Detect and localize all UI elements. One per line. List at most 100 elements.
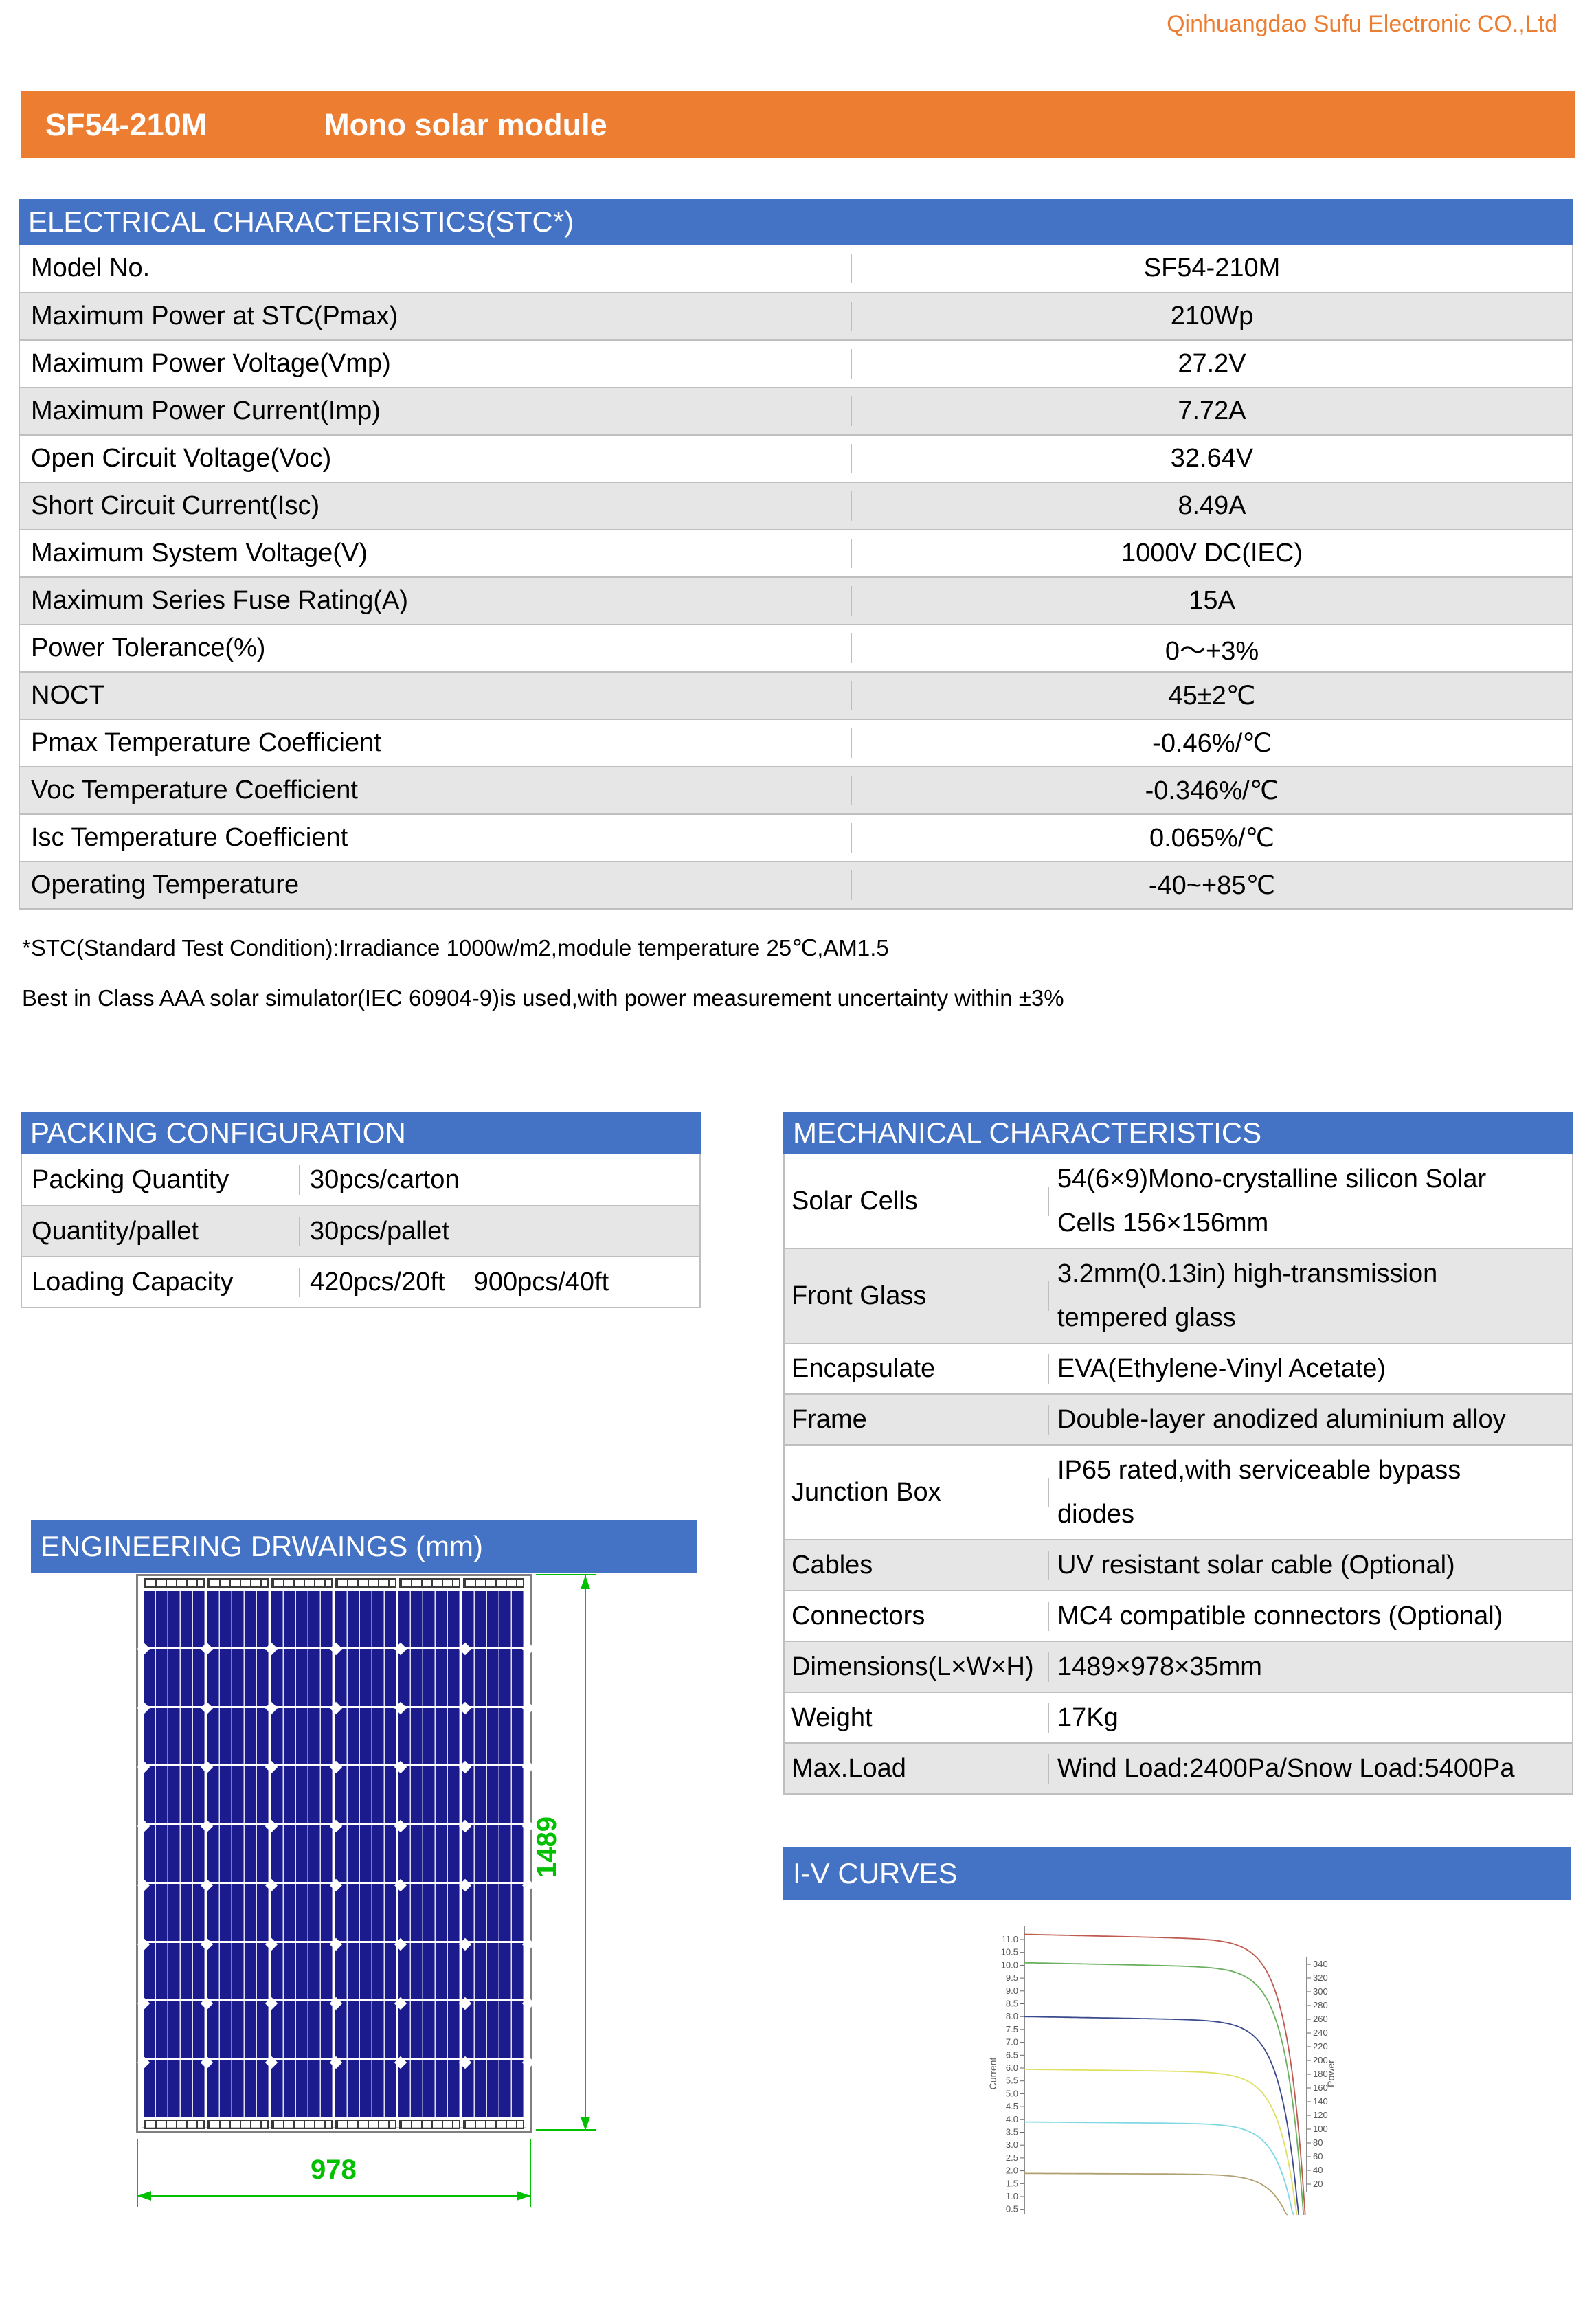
solar-cell — [398, 2060, 461, 2117]
row-label: Maximum System Voltage(V) — [20, 539, 852, 568]
power-tick-label: 140 — [1313, 2096, 1328, 2107]
solar-cell — [398, 1766, 461, 1823]
solar-cell — [144, 1649, 205, 1706]
dim-ext-left — [137, 2139, 138, 2207]
table-row: Loading Capacity 420pcs/20ft 900pcs/40ft — [22, 1256, 699, 1307]
solar-cell — [335, 1825, 397, 1883]
row-label: Operating Temperature — [20, 870, 852, 900]
dim-ext-bottom — [536, 2129, 596, 2131]
table-row: Dimensions(L×W×H) 1489×978×35mm — [785, 1641, 1572, 1692]
power-tick-label: 300 — [1313, 1986, 1328, 1997]
table-row: Quantity/pallet 30pcs/pallet — [22, 1205, 699, 1256]
table-row: Weight 17Kg — [785, 1692, 1572, 1742]
row-value: 1489×978×35mm — [1057, 1652, 1262, 1681]
row-label: Cables — [785, 1550, 1049, 1580]
iv-curve-curve-1 — [1024, 1933, 1306, 2216]
row-label: Maximum Power at STC(Pmax) — [20, 302, 852, 331]
table-row: Cables UV resistant solar cable (Optional… — [785, 1539, 1572, 1590]
stc-footnote: *STC(Standard Test Condition):Irradiance… — [22, 935, 889, 960]
row-label: Solar Cells — [785, 1186, 1049, 1216]
power-tick-label: 160 — [1313, 2082, 1328, 2093]
row-value: 54(6×9)Mono-crystalline silicon Solar Ce… — [1057, 1165, 1487, 1237]
row-label: NOCT — [20, 681, 852, 710]
busbar-ribbon — [144, 1578, 205, 1588]
row-label: Power Tolerance(%) — [20, 633, 852, 663]
row-value: 30pcs/pallet — [310, 1216, 449, 1246]
busbar-ribbon — [207, 1578, 269, 1588]
solar-cell — [271, 1766, 333, 1823]
solar-cell — [144, 1825, 205, 1883]
solar-cell — [207, 2001, 269, 2058]
row-label: Quantity/pallet — [22, 1216, 300, 1246]
row-value: 0～+3% — [1165, 637, 1259, 666]
solar-cell — [144, 1591, 205, 1648]
current-tick-label: 4.0 — [1006, 2114, 1018, 2124]
dim-ext-top — [536, 1574, 596, 1575]
row-label: Maximum Power Current(Imp) — [20, 396, 852, 426]
row-value: 32.64V — [1170, 444, 1254, 473]
current-tick-label: 10.5 — [1001, 1947, 1018, 1957]
power-tick-label: 180 — [1313, 2069, 1328, 2079]
row-label: Short Circuit Current(Isc) — [20, 491, 852, 521]
busbar-ribbon — [335, 1578, 396, 1588]
arrow-right-icon — [517, 2191, 530, 2201]
solar-cell — [462, 1825, 524, 1883]
iv-curve-curve-3 — [1024, 2016, 1300, 2216]
row-value: 17Kg — [1057, 1703, 1119, 1732]
table-row: Frame Double-layer anodized aluminium all… — [785, 1393, 1572, 1444]
row-value: MC4 compatible connectors (Optional) — [1057, 1602, 1503, 1630]
solar-cell — [207, 1766, 269, 1823]
current-tick-label: 8.5 — [1006, 1999, 1018, 2009]
power-tick-label: 340 — [1313, 1959, 1328, 1969]
table-row: Pmax Temperature Coefficient -0.46%/℃ — [20, 719, 1572, 766]
solar-cell — [398, 2001, 461, 2058]
current-tick-label: 9.5 — [1006, 1973, 1018, 1983]
solar-cell — [335, 1707, 397, 1765]
row-value: UV resistant solar cable (Optional) — [1057, 1551, 1455, 1580]
current-tick-label: 2.0 — [1006, 2166, 1018, 2176]
solar-cell — [335, 1591, 397, 1648]
busbar-ribbon — [335, 2120, 396, 2129]
busbar-ribbon — [399, 2120, 460, 2129]
iv-curve-curve-6 — [1024, 2172, 1288, 2216]
row-value: 3.2mm(0.13in) high-transmission tempered… — [1057, 1259, 1438, 1332]
busbar-ribbon — [399, 1578, 460, 1588]
width-dimension-label: 978 — [311, 2155, 357, 2185]
current-axis-label: Current — [987, 2058, 998, 2090]
solar-cell — [398, 1707, 461, 1765]
table-row: Open Circuit Voltage(Voc) 32.64V — [20, 434, 1572, 482]
solar-cell — [398, 1591, 461, 1648]
table-row: Maximum Power at STC(Pmax) 210Wp — [20, 292, 1572, 339]
simulator-footnote: Best in Class AAA solar simulator(IEC 60… — [22, 985, 1064, 1011]
current-tick-label: 6.0 — [1006, 2063, 1018, 2073]
iv-curve-chart: 11.0 10.5 10.0 9.5 9.0 8.5 8.0 7.5 7.0 6.5 6.0 5.5 5… — [987, 1926, 1336, 2216]
solar-cell — [335, 2060, 397, 2117]
solar-cell — [335, 1884, 397, 1941]
table-row: Junction Box IP65 rated,with serviceable … — [785, 1444, 1572, 1539]
company-name: Qinhuangdao Sufu Electronic CO.,Ltd — [1167, 11, 1558, 37]
iv-curve-curve-5 — [1024, 2121, 1295, 2216]
packing-table: Packing Quantity 30pcs/carton Quantity/pal… — [21, 1154, 701, 1308]
solar-cell — [271, 1942, 333, 2000]
busbar-ribbon — [463, 1578, 524, 1588]
power-tick-label: 80 — [1313, 2137, 1323, 2148]
electrical-section-header: ELECTRICAL CHARACTERISTICS(STC*) — [19, 199, 1573, 245]
power-tick-label: 280 — [1313, 2000, 1328, 2010]
row-label: Connectors — [785, 1601, 1049, 1631]
row-label: Frame — [785, 1404, 1049, 1435]
table-row: Power Tolerance(%) 0～+3% — [20, 624, 1572, 671]
table-row: Operating Temperature -40~+85℃ — [20, 861, 1572, 908]
table-row: Connectors MC4 compatible connectors (Opt… — [785, 1590, 1572, 1641]
table-row: Maximum System Voltage(V) 1000V DC(IEC) — [20, 529, 1572, 576]
solar-cell — [271, 2060, 333, 2117]
arrow-left-icon — [137, 2191, 151, 2201]
module-frame-inner-line — [142, 1580, 526, 2128]
current-tick-label: 7.0 — [1006, 2037, 1018, 2047]
current-tick-label: 8.0 — [1006, 2011, 1018, 2021]
solar-cell — [271, 1884, 333, 1941]
current-tick-label: 5.5 — [1006, 2076, 1018, 2086]
row-value: 15A — [1189, 586, 1235, 615]
row-value: 0.065%/℃ — [1149, 824, 1275, 853]
power-tick-label: 20 — [1313, 2179, 1323, 2189]
solar-cell-grid — [144, 1591, 524, 2117]
